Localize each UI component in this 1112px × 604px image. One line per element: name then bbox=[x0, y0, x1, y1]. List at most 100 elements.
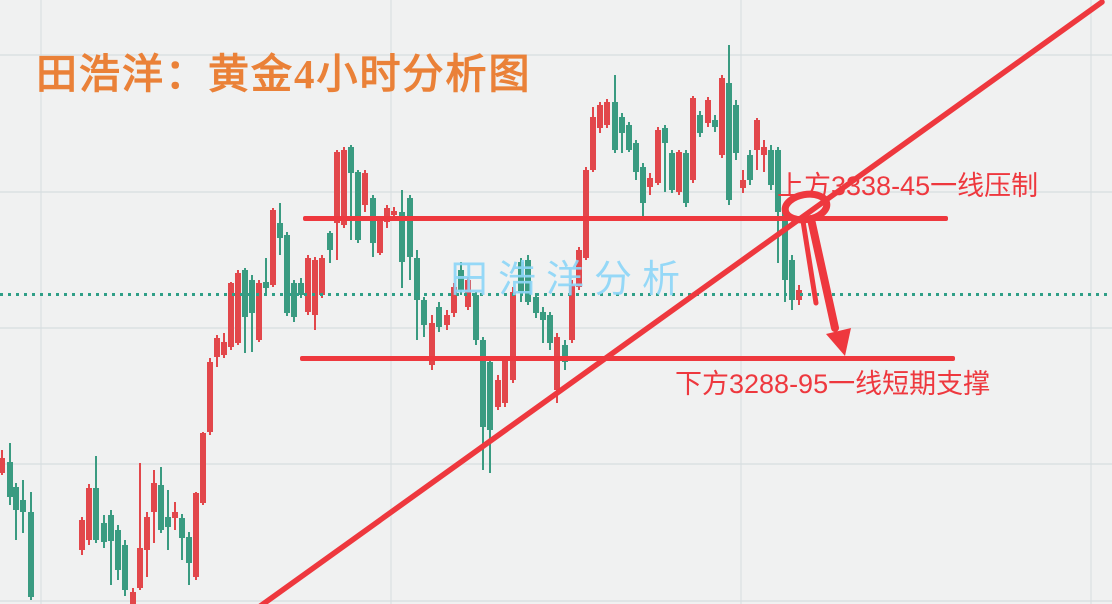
candle bbox=[144, 516, 150, 551]
candle bbox=[619, 116, 625, 133]
candle bbox=[249, 280, 255, 313]
candle bbox=[341, 149, 347, 225]
candle bbox=[436, 307, 442, 327]
candle bbox=[747, 155, 753, 181]
candle bbox=[179, 518, 185, 539]
candle bbox=[151, 483, 157, 513]
candle bbox=[172, 512, 178, 519]
candle bbox=[186, 536, 192, 564]
candle bbox=[20, 500, 26, 513]
down-arrow-head bbox=[826, 328, 851, 356]
candle bbox=[647, 178, 653, 188]
horizontal-gridline bbox=[0, 600, 1112, 602]
resistance-annotation-label: 上方3338-45一线压制 bbox=[777, 171, 1039, 201]
candle bbox=[554, 337, 560, 390]
candle bbox=[604, 101, 610, 125]
candle bbox=[633, 142, 639, 172]
candle bbox=[355, 171, 361, 240]
candle bbox=[510, 291, 516, 381]
candle bbox=[207, 361, 213, 432]
candle bbox=[93, 488, 99, 541]
candle bbox=[79, 520, 85, 551]
candle bbox=[754, 119, 760, 150]
candle bbox=[235, 273, 241, 344]
candle-wick bbox=[251, 275, 253, 353]
candle bbox=[327, 232, 333, 251]
candle bbox=[444, 315, 450, 326]
candle bbox=[158, 485, 164, 531]
candle bbox=[86, 488, 92, 541]
candle bbox=[726, 82, 732, 200]
candle bbox=[540, 312, 546, 320]
down-arrow-stroke bbox=[800, 218, 819, 306]
candle bbox=[256, 282, 262, 340]
candle bbox=[312, 260, 318, 316]
candle bbox=[669, 153, 675, 190]
candle bbox=[705, 99, 711, 123]
candle bbox=[193, 493, 199, 578]
candle bbox=[733, 105, 739, 154]
candle bbox=[612, 101, 618, 150]
candle bbox=[277, 223, 283, 238]
candle bbox=[334, 151, 340, 224]
candle bbox=[319, 257, 325, 295]
candle bbox=[768, 149, 774, 186]
down-arrow-shaft bbox=[807, 215, 839, 332]
candle bbox=[28, 512, 34, 598]
candle bbox=[221, 341, 227, 355]
candle bbox=[0, 457, 5, 474]
candle bbox=[228, 282, 234, 347]
support-annotation-label: 下方3288-95一线短期支撑 bbox=[675, 369, 991, 399]
candle bbox=[291, 282, 297, 317]
candle bbox=[480, 339, 486, 428]
candle bbox=[683, 153, 689, 204]
candle-wick bbox=[110, 510, 112, 586]
candle-wick bbox=[15, 483, 17, 540]
vertical-gridline bbox=[1090, 0, 1092, 604]
candle bbox=[583, 169, 589, 258]
horizontal-gridline bbox=[0, 327, 1112, 329]
candle bbox=[122, 545, 128, 591]
candle bbox=[487, 361, 493, 430]
candle bbox=[200, 432, 206, 503]
candle bbox=[597, 105, 603, 129]
candle bbox=[391, 210, 397, 215]
candle bbox=[115, 530, 121, 571]
candle bbox=[101, 523, 107, 543]
candle bbox=[740, 180, 746, 188]
candle bbox=[626, 124, 632, 150]
candle bbox=[284, 234, 290, 313]
candle bbox=[640, 166, 646, 204]
candle bbox=[662, 128, 668, 143]
candle bbox=[761, 146, 767, 156]
candle bbox=[407, 198, 413, 258]
candle bbox=[377, 219, 383, 254]
candle bbox=[697, 114, 703, 133]
candle bbox=[421, 300, 427, 326]
watermark-text: 田浩洋分析 bbox=[450, 259, 691, 301]
candle bbox=[712, 119, 718, 127]
candle bbox=[547, 315, 553, 344]
vertical-gridline bbox=[40, 0, 42, 604]
candle bbox=[263, 282, 269, 288]
candle bbox=[130, 592, 136, 604]
candle bbox=[655, 130, 661, 183]
resistance-line bbox=[303, 216, 948, 221]
candle-wick bbox=[265, 257, 267, 295]
candle bbox=[165, 516, 171, 528]
chart-title: 田浩洋：黄金4小时分析图 bbox=[36, 51, 532, 97]
candle bbox=[676, 151, 682, 193]
candle bbox=[719, 78, 725, 156]
candle bbox=[495, 380, 501, 408]
candle-wick bbox=[139, 463, 141, 591]
candle bbox=[108, 515, 114, 542]
candle bbox=[348, 146, 354, 174]
candle bbox=[305, 257, 311, 313]
candle bbox=[7, 462, 13, 498]
vertical-gridline bbox=[740, 0, 742, 604]
candle bbox=[270, 210, 276, 285]
support-line bbox=[300, 356, 955, 361]
candle bbox=[13, 487, 19, 511]
candle bbox=[690, 98, 696, 181]
